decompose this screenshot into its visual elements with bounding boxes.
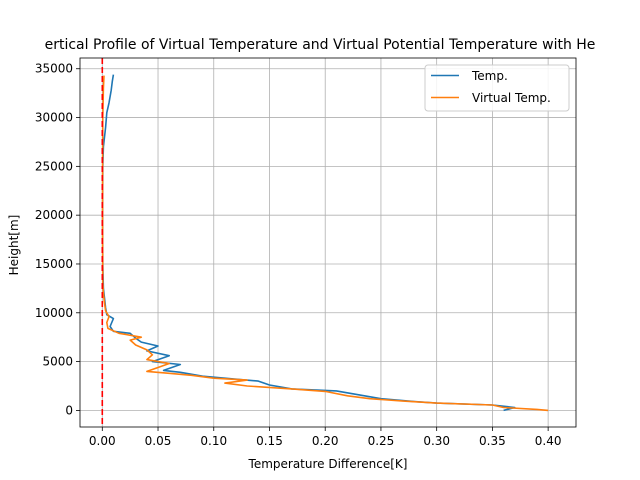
series-line-temp: [101, 74, 516, 412]
legend: Temp. Virtual Temp.: [424, 64, 570, 112]
plot-area-frame: [79, 57, 577, 428]
x-tick-label: 0.40: [535, 434, 562, 448]
y-tick-label: 5000: [42, 355, 73, 369]
series-line-virtual-temp: [101, 75, 549, 412]
x-tick-label: 0.00: [89, 434, 116, 448]
x-axis-label: Temperature Difference[K]: [248, 457, 408, 471]
x-tick-label: 0.20: [312, 434, 339, 448]
x-tick-label: 0.30: [423, 434, 450, 448]
x-tick-label: 0.15: [256, 434, 283, 448]
x-tick-label: 0.05: [145, 434, 172, 448]
y-axis-label: Height[m]: [7, 215, 21, 276]
x-tick-label: 0.25: [368, 434, 395, 448]
legend-box: [424, 64, 570, 112]
y-tick-label: 25000: [35, 159, 73, 173]
y-tick-label: 20000: [35, 208, 73, 222]
y-axis-ticks: 0 5000 10000 15000 20000 25000 30000 35000: [35, 62, 80, 417]
legend-label-temp: Temp.: [471, 69, 508, 83]
series-lines: [101, 74, 549, 412]
y-tick-label: 15000: [35, 257, 73, 271]
y-tick-label: 35000: [35, 62, 73, 76]
x-tick-label: 0.10: [200, 434, 227, 448]
y-tick-label: 0: [65, 403, 73, 417]
chart-title: ertical Profile of Virtual Temperature a…: [45, 37, 596, 53]
x-tick-label: 0.35: [479, 434, 506, 448]
x-axis-ticks: 0.00 0.05 0.10 0.15 0.20 0.25 0.30 0.35 0.40: [89, 427, 562, 448]
legend-label-virtual-temp: Virtual Temp.: [472, 91, 551, 105]
y-tick-label: 30000: [35, 111, 73, 125]
y-tick-label: 10000: [35, 306, 73, 320]
